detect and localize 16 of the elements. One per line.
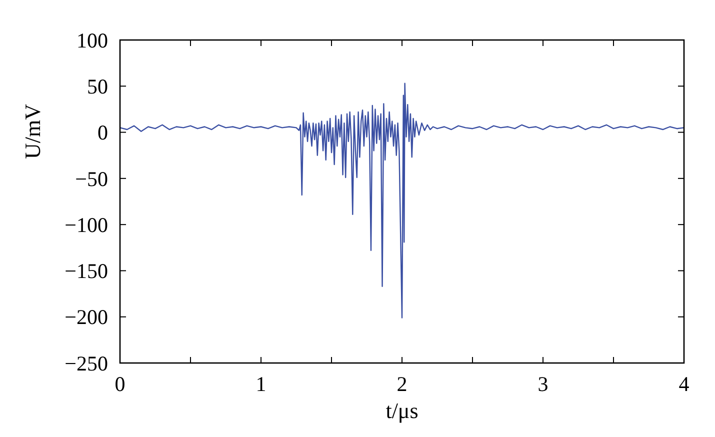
y-tick-label: 100 [76, 28, 108, 52]
x-tick-label: 0 [114, 372, 126, 396]
x-tick-label: 2 [396, 372, 408, 396]
y-tick-label: −100 [64, 212, 108, 237]
y-tick-label: −150 [64, 259, 108, 284]
line-series [119, 82, 685, 318]
x-axis-title: t/μs [386, 398, 418, 423]
x-tick-label: 4 [678, 372, 690, 396]
y-tick-label: −200 [64, 305, 108, 330]
y-tick-label: −250 [64, 351, 108, 376]
y-tick-label: −50 [75, 166, 108, 191]
x-tick-label: 1 [256, 372, 266, 396]
y-tick-label: 50 [87, 74, 108, 98]
x-tick-label: 3 [538, 372, 548, 396]
y-axis-title: U/mV [20, 104, 45, 159]
y-tick-label: 0 [98, 120, 108, 145]
